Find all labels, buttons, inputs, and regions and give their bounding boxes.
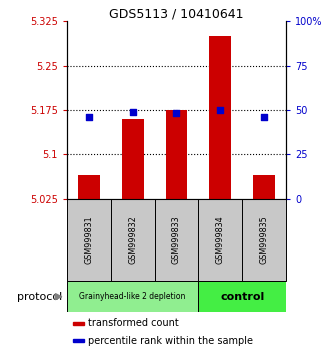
Text: protocol: protocol	[17, 292, 62, 302]
Bar	[209, 36, 231, 199]
Text: GSM999835: GSM999835	[260, 215, 269, 264]
Text: control: control	[220, 292, 264, 302]
Text: transformed count: transformed count	[88, 318, 179, 328]
Text: GSM999834: GSM999834	[216, 215, 225, 264]
Bar	[198, 281, 286, 313]
Title: GDS5113 / 10410641: GDS5113 / 10410641	[109, 7, 244, 20]
Bar	[73, 339, 84, 342]
Text: GSM999831: GSM999831	[84, 215, 93, 264]
Bar	[166, 110, 187, 199]
Bar	[111, 199, 155, 281]
Bar	[67, 199, 111, 281]
Point	[262, 114, 267, 120]
Bar	[155, 199, 198, 281]
Bar	[67, 281, 198, 313]
Text: GSM999832: GSM999832	[128, 215, 137, 264]
Bar	[122, 119, 144, 199]
Point	[218, 107, 223, 113]
Text: Grainyhead-like 2 depletion: Grainyhead-like 2 depletion	[79, 292, 186, 301]
Bar	[78, 175, 100, 199]
Bar	[198, 199, 242, 281]
Point	[86, 114, 91, 120]
Point	[174, 110, 179, 116]
Bar	[253, 175, 275, 199]
Bar	[73, 321, 84, 325]
Text: percentile rank within the sample: percentile rank within the sample	[88, 336, 253, 346]
Bar	[242, 199, 286, 281]
Point	[130, 109, 135, 114]
Text: GSM999833: GSM999833	[172, 215, 181, 264]
